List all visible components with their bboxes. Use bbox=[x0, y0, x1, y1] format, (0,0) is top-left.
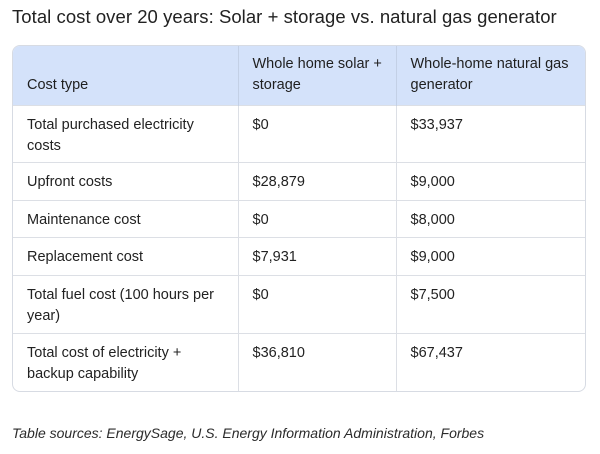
gas-generator-cell: $9,000 bbox=[395, 162, 585, 201]
column-header-cost-type: Cost type bbox=[27, 76, 89, 93]
cost-type-cell: Total purchased electricity costs bbox=[13, 104, 238, 163]
gas-generator-cell: $67,437 bbox=[395, 332, 585, 391]
cost-type-cell: Replacement cost bbox=[13, 237, 238, 276]
table-row: Replacement cost $7,931 $9,000 bbox=[13, 237, 585, 276]
cost-type-cell: Total cost of electricity + backup capab… bbox=[13, 332, 238, 391]
solar-storage-cell: $7,931 bbox=[237, 237, 396, 276]
cost-comparison-table: Cost type Whole home solar + storage Who… bbox=[12, 45, 586, 392]
page-title: Total cost over 20 years: Solar + storag… bbox=[12, 6, 557, 27]
gas-generator-cell: $9,000 bbox=[395, 237, 585, 276]
solar-storage-cell: $36,810 bbox=[237, 332, 396, 391]
gas-generator-cell: $33,937 bbox=[395, 104, 585, 163]
table-sources-note: Table sources: EnergySage, U.S. Energy I… bbox=[12, 425, 485, 441]
cost-type-cell: Maintenance cost bbox=[13, 199, 238, 238]
table-row: Maintenance cost $0 $8,000 bbox=[13, 199, 585, 238]
table-header-row: Cost type Whole home solar + storage Who… bbox=[13, 46, 585, 105]
column-header-gas-generator: Whole-home natural gas generator bbox=[395, 46, 585, 105]
cost-type-cell: Total fuel cost (100 hours per year) bbox=[13, 274, 238, 334]
table-row: Total fuel cost (100 hours per year) $0 … bbox=[13, 274, 585, 334]
gas-generator-cell: $7,500 bbox=[395, 274, 585, 334]
cost-table: Cost type Whole home solar + storage Who… bbox=[13, 46, 585, 391]
table-row: Total cost of electricity + backup capab… bbox=[13, 332, 585, 391]
cost-type-cell: Upfront costs bbox=[13, 162, 238, 201]
gas-generator-cell: $8,000 bbox=[395, 199, 585, 238]
solar-storage-cell: $0 bbox=[237, 199, 396, 238]
column-header-solar-storage: Whole home solar + storage bbox=[237, 46, 396, 105]
table-row: Total purchased electricity costs $0 $33… bbox=[13, 104, 585, 163]
solar-storage-cell: $28,879 bbox=[237, 162, 396, 201]
solar-storage-cell: $0 bbox=[237, 274, 396, 334]
solar-storage-cell: $0 bbox=[237, 104, 396, 163]
table-row: Upfront costs $28,879 $9,000 bbox=[13, 162, 585, 201]
